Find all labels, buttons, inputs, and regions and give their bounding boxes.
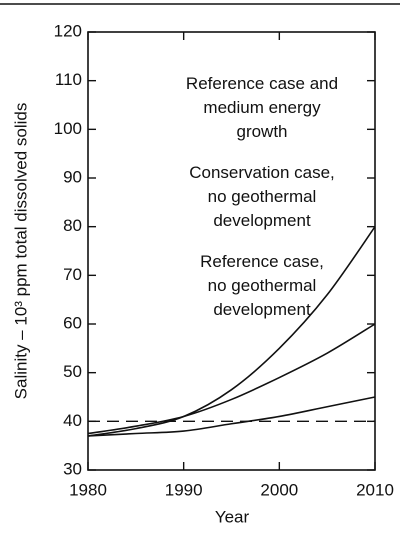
y-tick-label: 50 [63,362,82,381]
series-label-line: no geothermal [208,276,317,295]
series-label-line: medium energy [203,98,321,117]
series-label-line: Reference case and [186,74,338,93]
series-label-line: Conservation case, [189,163,335,182]
y-axis-title: Salinity – 10³ ppm total dissolved solid… [11,103,30,400]
series-label-line: development [213,300,311,319]
x-tick-label: 1990 [165,480,203,499]
series-label: Reference case, no geothermal development [200,252,324,319]
y-tick-label: 100 [54,119,82,138]
x-tick-label: 2010 [356,480,394,499]
y-tick-label: 60 [63,313,82,332]
y-tick-label: 80 [63,216,82,235]
series-line [87,396,376,437]
y-tick-label: 40 [63,411,82,430]
y-tick-label: 30 [63,459,82,478]
series-label-line: no geothermal [208,187,317,206]
series-label-line: development [213,211,311,230]
y-tick-label: 120 [54,21,82,40]
y-tick-label: 110 [55,70,82,89]
series-line [87,323,376,435]
series-label-line: Reference case, [200,252,324,271]
y-tick-label: 70 [63,265,82,284]
series-label: Reference case and medium energy growth [186,74,338,141]
plot-frame [87,31,376,471]
x-tick-label: 1980 [69,480,107,499]
y-tick-label: 90 [63,167,82,186]
series-label: Conservation case, no geothermal developme… [189,163,335,230]
series-label-line: growth [236,122,287,141]
x-axis-title: Year [215,507,250,526]
x-tick-label: 2000 [260,480,298,499]
series-line [87,226,376,437]
